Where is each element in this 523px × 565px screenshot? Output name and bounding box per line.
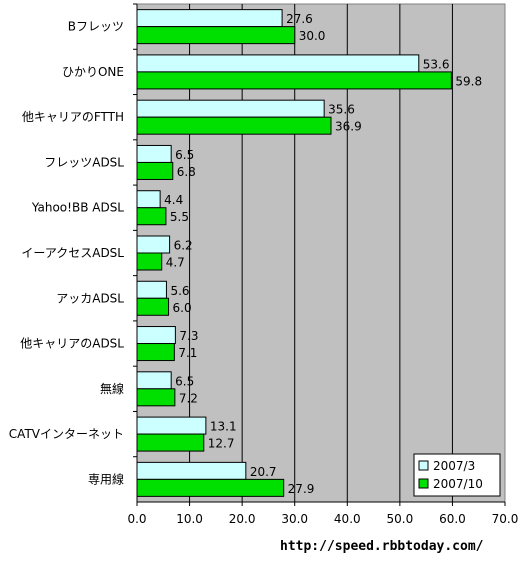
x-tick-label: 0.0 bbox=[127, 512, 146, 526]
value-label: 6.8 bbox=[177, 165, 196, 179]
legend-swatch bbox=[418, 460, 429, 471]
value-labels: 27.6 30.0 53.6 59.8 35.6 36.9 6.5 6.8 4.4 5.5 6.2 4… bbox=[164, 12, 482, 496]
value-label: 6.0 bbox=[173, 301, 192, 315]
bar bbox=[136, 26, 296, 45]
bar bbox=[136, 207, 167, 226]
legend-box bbox=[413, 453, 501, 497]
category-label: ひかりONE bbox=[62, 65, 124, 79]
bar bbox=[136, 71, 452, 90]
category-label: 他キャリアのADSL bbox=[20, 337, 124, 351]
bar bbox=[136, 416, 207, 435]
bar bbox=[136, 478, 285, 497]
category-label: フレッツADSL bbox=[44, 155, 124, 169]
bar bbox=[136, 161, 174, 180]
value-label: 36.9 bbox=[335, 120, 362, 134]
value-label: 7.2 bbox=[179, 391, 198, 405]
category-label: 他キャリアのFTTH bbox=[22, 110, 124, 124]
x-axis: 0.0 10.0 20.0 30.0 40.0 50.0 60.0 70.0 bbox=[127, 4, 518, 526]
bar bbox=[136, 280, 167, 299]
value-label: 4.7 bbox=[166, 256, 185, 270]
legend-label: 2007/10 bbox=[433, 477, 483, 491]
value-label: 5.6 bbox=[170, 284, 189, 298]
value-label: 20.7 bbox=[250, 465, 277, 479]
category-label: アッカADSL bbox=[56, 291, 124, 305]
value-label: 4.4 bbox=[164, 193, 183, 207]
legend-label: 2007/3 bbox=[433, 459, 475, 473]
legend-swatch bbox=[418, 478, 429, 489]
value-label: 53.6 bbox=[423, 57, 450, 71]
x-tick-label: 40.0 bbox=[334, 512, 361, 526]
bar bbox=[136, 54, 420, 73]
value-label: 7.3 bbox=[179, 329, 198, 343]
bar bbox=[136, 433, 205, 452]
x-tick-label: 30.0 bbox=[281, 512, 308, 526]
category-label: イーアクセスADSL bbox=[21, 246, 124, 260]
bar bbox=[136, 235, 171, 254]
bar bbox=[136, 297, 170, 316]
category-label: 専用線 bbox=[88, 471, 124, 486]
value-label: 30.0 bbox=[299, 29, 326, 43]
category-label: Yahoo!BB ADSL bbox=[31, 201, 124, 215]
value-label: 27.9 bbox=[288, 482, 315, 496]
value-label: 27.6 bbox=[286, 12, 313, 26]
bar bbox=[136, 371, 172, 390]
bar bbox=[136, 9, 283, 28]
value-label: 5.5 bbox=[170, 210, 189, 224]
value-label: 35.6 bbox=[328, 103, 355, 117]
category-label: Bフレッツ bbox=[68, 20, 124, 34]
value-label: 13.1 bbox=[210, 420, 237, 434]
legend: 2007/3 2007/10 bbox=[413, 453, 501, 497]
bar bbox=[136, 388, 176, 407]
x-tick-label: 50.0 bbox=[386, 512, 413, 526]
x-tick-label: 20.0 bbox=[229, 512, 256, 526]
bar bbox=[136, 343, 175, 362]
value-label: 59.8 bbox=[455, 74, 482, 88]
category-label: 無線 bbox=[100, 381, 124, 396]
bar bbox=[136, 252, 163, 271]
x-tick-label: 60.0 bbox=[439, 512, 466, 526]
bar bbox=[136, 190, 161, 209]
x-tick-label: 10.0 bbox=[176, 512, 203, 526]
x-tick-label: 70.0 bbox=[492, 512, 519, 526]
bar bbox=[136, 99, 325, 118]
value-label: 7.1 bbox=[178, 346, 197, 360]
value-label: 6.5 bbox=[175, 148, 194, 162]
category-label: CATVインターネット bbox=[9, 427, 124, 441]
source-url: http://speed.rbbtoday.com/ bbox=[280, 539, 484, 554]
bars bbox=[136, 9, 452, 497]
bar bbox=[136, 116, 332, 135]
value-label: 6.5 bbox=[175, 374, 194, 388]
bar bbox=[136, 326, 176, 345]
bar bbox=[136, 461, 247, 480]
bar bbox=[136, 144, 172, 163]
value-label: 6.2 bbox=[174, 239, 193, 253]
value-label: 12.7 bbox=[208, 437, 235, 451]
